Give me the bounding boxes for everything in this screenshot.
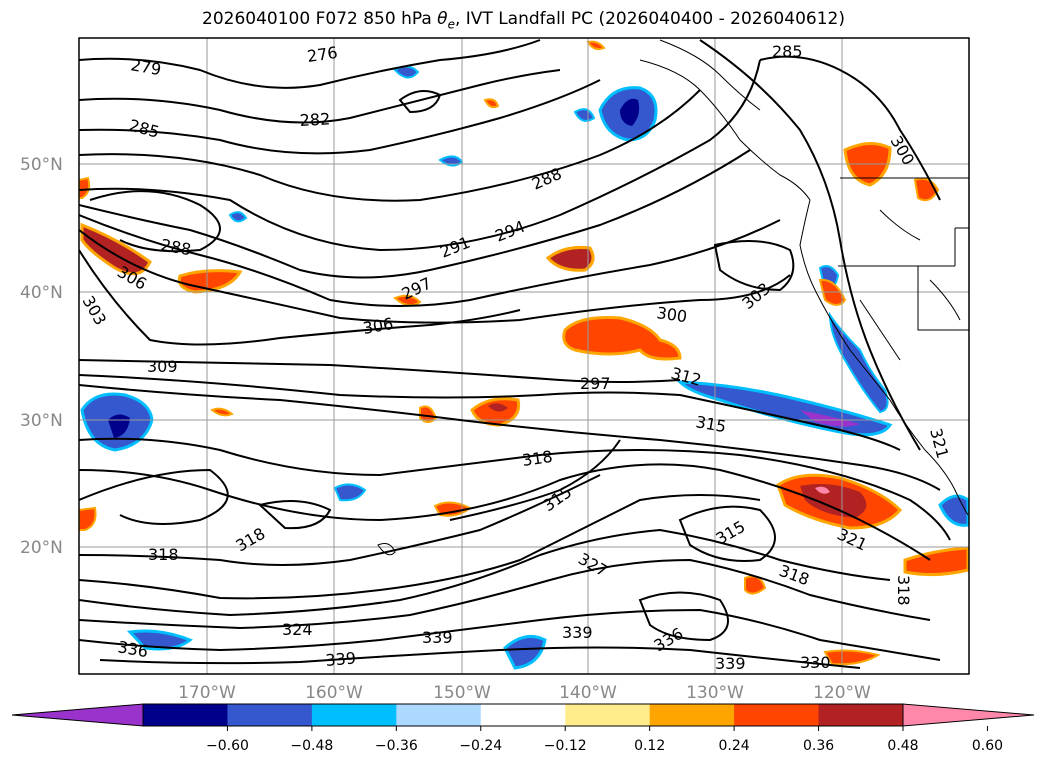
lon-label: 140°W: [559, 683, 617, 703]
contour-label: 297: [580, 374, 611, 393]
colorbar-box: [480, 704, 566, 726]
colorbar: −0.60 −0.48 −0.36 −0.24 −0.12 0.12 0.24 0.36 0.4…: [11, 703, 1035, 754]
colorbar-tick-label: 0.48: [887, 738, 918, 754]
lon-label: 160°W: [305, 683, 363, 703]
colorbar-box: [734, 704, 820, 726]
colorbar-tick-label: −0.12: [544, 738, 587, 754]
lat-label: 50°N: [20, 155, 63, 175]
graticule: [79, 38, 969, 674]
colorbar-tick-label: 0.24: [719, 738, 750, 754]
lon-label: 170°W: [178, 683, 236, 703]
contour-label: 339: [325, 648, 357, 670]
coastlines: [377, 39, 969, 556]
contour-label: 282: [299, 109, 330, 130]
contour-label: 339: [562, 623, 593, 642]
map-area: [79, 38, 969, 674]
colorbar-tick-label: −0.24: [459, 738, 502, 754]
map-frame: [78, 37, 970, 675]
lat-label: 30°N: [20, 411, 63, 431]
colorbar-tick-label: −0.36: [375, 738, 418, 754]
contour-label: 318: [521, 447, 554, 470]
colorbar-box: [396, 704, 482, 726]
contour-label: 300: [655, 303, 688, 326]
contour-label: 309: [147, 357, 178, 376]
colorbar-tick-label: −0.60: [206, 738, 249, 754]
lon-label: 130°W: [686, 683, 744, 703]
colorbar-extend-low: [11, 703, 144, 727]
lat-label: 40°N: [20, 283, 63, 303]
theta-e-contours: [79, 39, 951, 669]
colorbar-box: [649, 704, 735, 726]
contour-label: 339: [422, 628, 453, 647]
lat-label: 20°N: [20, 538, 63, 558]
colorbar-tick-label: 0.36: [803, 738, 834, 754]
colorbar-box: [565, 704, 651, 726]
ivt-shading: [79, 40, 969, 670]
contour-label: 285: [772, 42, 803, 61]
colorbar-tick-label: 0.12: [634, 738, 665, 754]
colorbar-box: [311, 704, 397, 726]
longitude-labels: 170°W 160°W 150°W 140°W 130°W 120°W: [178, 683, 871, 703]
contour-label: 276: [306, 43, 339, 66]
colorbar-frame: [142, 703, 904, 727]
contour-label: 324: [282, 620, 313, 639]
colorbar-extend-high: [902, 703, 1035, 727]
colorbar-box: [227, 704, 313, 726]
lon-label: 120°W: [813, 683, 871, 703]
lon-label: 150°W: [433, 683, 491, 703]
contour-label: 318: [894, 575, 913, 606]
map-title: 2026040100 F072 850 hPa θe, IVT Landfall…: [202, 9, 845, 32]
contour-label: 330: [800, 653, 831, 672]
contour-label: 339: [715, 654, 746, 673]
colorbar-tick-label: −0.48: [290, 738, 333, 754]
contour-label: 318: [148, 545, 179, 564]
latitude-labels: 50°N 40°N 30°N 20°N: [20, 155, 63, 558]
colorbar-box: [143, 704, 228, 726]
colorbar-tick-label: 0.60: [972, 738, 1003, 754]
colorbar-box: [818, 704, 904, 726]
